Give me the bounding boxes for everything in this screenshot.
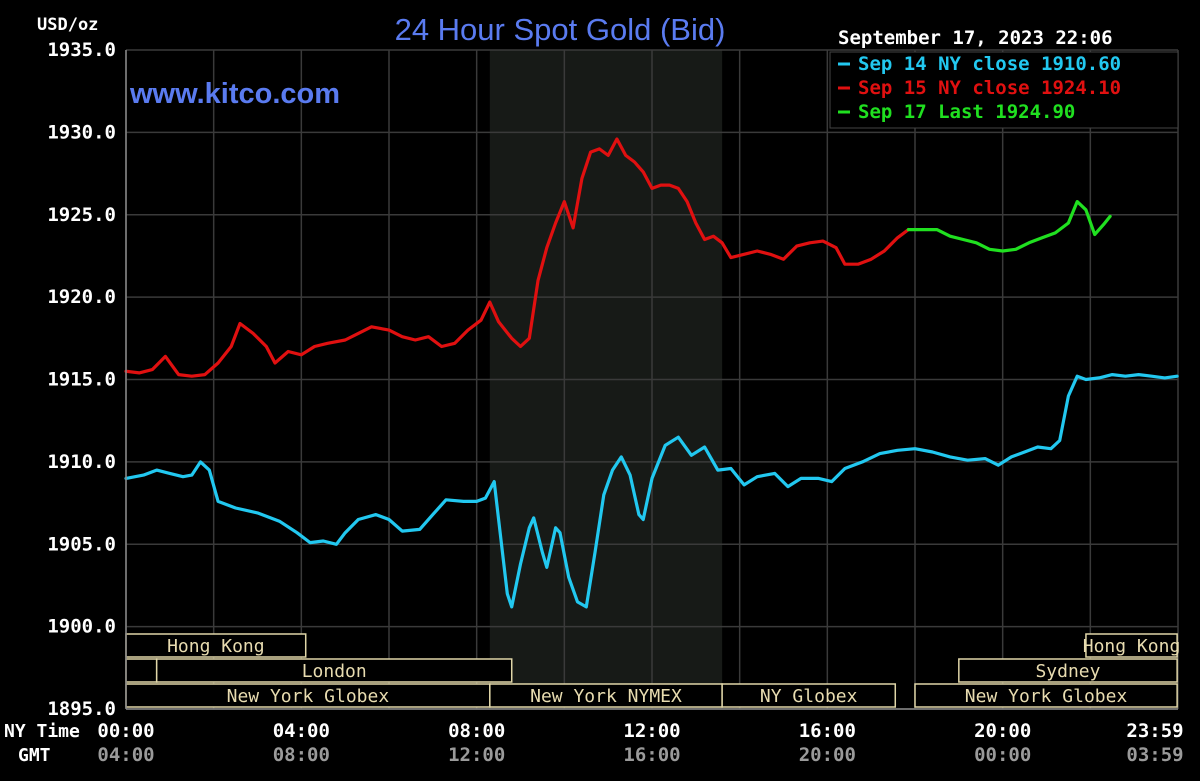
session-label: New York Globex	[227, 686, 390, 707]
x-tick-label-ny: 16:00	[799, 720, 856, 742]
session-label: London	[302, 661, 367, 682]
y-tick-label: 1915.0	[47, 369, 116, 391]
session-box	[914, 683, 1178, 708]
x-tick-label-ny: 20:00	[974, 720, 1031, 742]
x-axis: 00:00 04:00 08:00 12:00 16:00 20:00 23:5904:00…	[97, 708, 1184, 766]
legend-box	[829, 51, 1179, 129]
gmt-row-label: GMT	[18, 745, 51, 766]
session-box	[155, 658, 513, 683]
session-label: New York Globex	[965, 686, 1128, 707]
y-tick-label: 1900.0	[47, 616, 116, 638]
legend-entry-sep15: Sep 15 NY close 1924.10	[858, 77, 1121, 99]
y-tick-label: 1895.0	[47, 698, 116, 720]
y-tick-label: 1905.0	[47, 533, 116, 555]
market-sessions: Hong Kong Hong Kong London Sydney New York G…	[125, 633, 1181, 708]
x-tick-label-gmt: 08:00	[273, 744, 330, 766]
x-tick-label-gmt: 12:00	[448, 744, 505, 766]
x-tick-label-ny: 23:59	[1126, 720, 1183, 742]
legend-entry-sep17: Sep 17 Last 1924.90	[858, 101, 1075, 123]
watermark: www.kitco.com	[129, 78, 340, 110]
x-tick-label-gmt: 16:00	[623, 744, 680, 766]
x-tick-label-gmt: 20:00	[799, 744, 856, 766]
x-tick-label-ny: 04:00	[273, 720, 330, 742]
ny-time-row-label: NY Time	[4, 721, 80, 742]
series-line-sep14	[124, 373, 1179, 609]
session-box	[721, 683, 897, 708]
legend-entry-sep14: Sep 14 NY close 1910.60	[858, 53, 1121, 75]
x-tick-label-gmt: 00:00	[974, 744, 1031, 766]
y-tick-label: 1925.0	[47, 204, 116, 226]
x-tick-label-ny: 08:00	[448, 720, 505, 742]
session-label: Sydney	[1035, 661, 1100, 682]
x-tick-label-ny: 12:00	[623, 720, 680, 742]
session-box	[1085, 633, 1178, 658]
unit-label: USD/oz	[37, 15, 98, 35]
legend: Sep 14 NY close 1910.60 Sep 15 NY close …	[829, 51, 1179, 129]
series-line-sep15	[124, 137, 910, 378]
session-box	[125, 658, 158, 683]
session-label: Hong Kong	[1083, 636, 1181, 657]
y-axis: 1935.0 1930.0 1925.0 1920.0 1915.0 1910.0 1905…	[47, 39, 127, 720]
timestamp: September 17, 2023 22:06	[838, 27, 1113, 49]
session-label: NY Globex	[760, 686, 858, 707]
y-tick-label: 1920.0	[47, 286, 116, 308]
session-box	[958, 658, 1178, 683]
y-tick-label: 1935.0	[47, 39, 116, 61]
session-label: Hong Kong	[167, 636, 265, 657]
x-tick-label-gmt: 03:59	[1126, 744, 1183, 766]
y-tick-label: 1910.0	[47, 451, 116, 473]
x-tick-label-ny: 00:00	[97, 720, 154, 742]
price-lines	[124, 137, 1179, 609]
x-tick-label-gmt: 04:00	[97, 744, 154, 766]
series-line-sep17	[906, 200, 1112, 253]
session-label: New York NYMEX	[530, 686, 682, 707]
y-tick-label: 1930.0	[47, 121, 116, 143]
chart-title: 24 Hour Spot Gold (Bid)	[395, 12, 726, 47]
